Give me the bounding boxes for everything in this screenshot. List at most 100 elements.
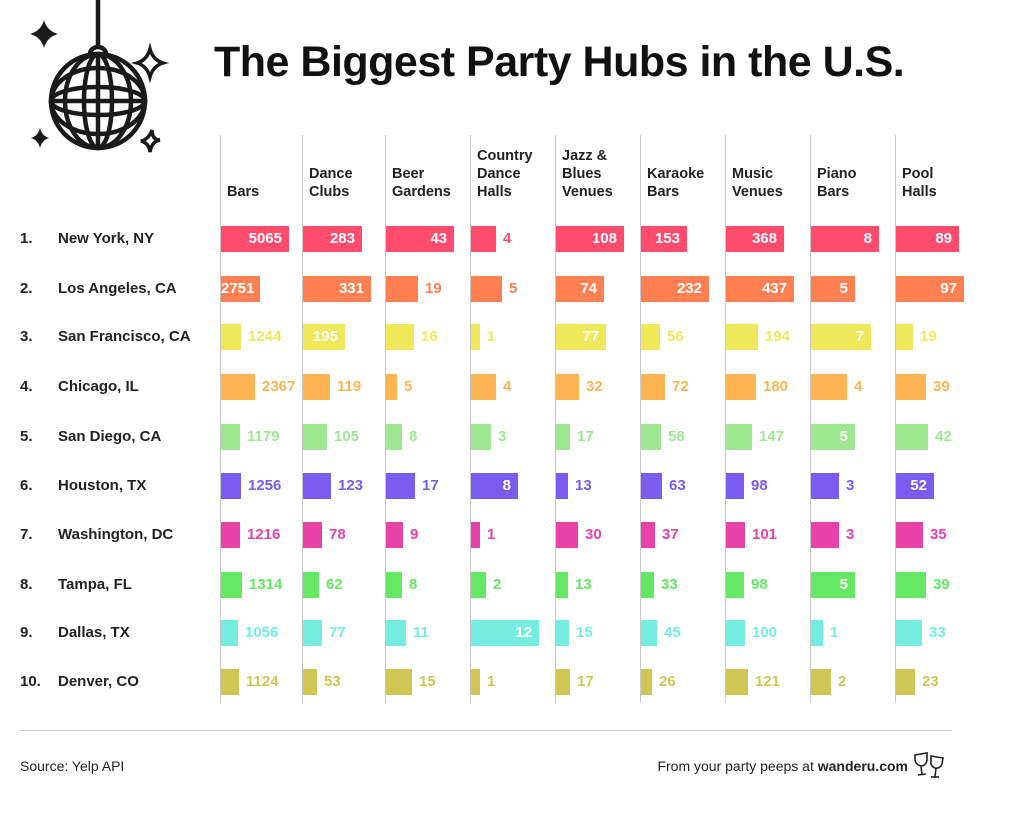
data-label: 1 bbox=[487, 526, 496, 543]
data-label: 1 bbox=[487, 673, 496, 690]
data-label: 194 bbox=[765, 328, 791, 345]
data-label: 147 bbox=[759, 428, 785, 445]
data-label: 13 bbox=[575, 477, 592, 494]
bar bbox=[811, 669, 831, 695]
data-label: 2 bbox=[493, 576, 502, 593]
bar bbox=[556, 522, 578, 548]
bar bbox=[556, 226, 624, 252]
bar bbox=[641, 276, 709, 302]
bar bbox=[641, 522, 655, 548]
bar bbox=[556, 620, 569, 646]
data-label: 74 bbox=[580, 280, 597, 297]
bar bbox=[471, 522, 480, 548]
data-label: 8 bbox=[409, 428, 418, 445]
data-label: 331 bbox=[338, 280, 364, 297]
column-header: Bars bbox=[227, 146, 307, 201]
bar bbox=[303, 620, 322, 646]
data-label: 77 bbox=[582, 328, 599, 345]
data-label: 39 bbox=[933, 576, 950, 593]
bar bbox=[811, 324, 871, 350]
rank: 3. bbox=[20, 328, 33, 345]
column-header-label: Bars bbox=[227, 184, 260, 200]
data-label: 3 bbox=[846, 477, 855, 494]
column-divider bbox=[555, 135, 556, 703]
data-label: 37 bbox=[662, 526, 679, 543]
credit-prefix: From your party peeps at bbox=[657, 758, 818, 774]
data-label: 32 bbox=[586, 378, 603, 395]
bar bbox=[556, 669, 570, 695]
data-label: 5 bbox=[509, 280, 518, 297]
data-label: 1 bbox=[830, 624, 839, 641]
bar bbox=[386, 669, 412, 695]
column-divider bbox=[895, 135, 896, 703]
bar bbox=[386, 522, 403, 548]
bar bbox=[556, 276, 604, 302]
data-label: 42 bbox=[935, 428, 952, 445]
data-label: 8 bbox=[502, 477, 511, 494]
bar bbox=[641, 572, 654, 598]
city-name: Los Angeles, CA bbox=[58, 280, 177, 297]
bar bbox=[471, 424, 491, 450]
bar bbox=[221, 374, 255, 400]
data-label: 58 bbox=[668, 428, 685, 445]
bar bbox=[811, 572, 855, 598]
data-label: 26 bbox=[659, 673, 676, 690]
bar bbox=[811, 226, 879, 252]
bar bbox=[386, 374, 397, 400]
bar bbox=[221, 620, 238, 646]
city-name: Dallas, TX bbox=[58, 624, 130, 641]
data-label: 3 bbox=[498, 428, 507, 445]
bar bbox=[811, 522, 839, 548]
bar bbox=[896, 226, 959, 252]
data-label: 17 bbox=[422, 477, 439, 494]
city-name: San Diego, CA bbox=[58, 428, 162, 445]
row-label: 10. Denver, CO bbox=[20, 669, 139, 695]
bar bbox=[556, 324, 606, 350]
data-label: 283 bbox=[329, 230, 355, 247]
data-label: 1256 bbox=[248, 477, 282, 494]
city-name: Chicago, IL bbox=[58, 378, 139, 395]
source-note: Source: Yelp API bbox=[20, 758, 125, 774]
column-header-label: Pool Halls bbox=[902, 166, 937, 200]
row-label: 3. San Francisco, CA bbox=[20, 324, 191, 350]
bar bbox=[303, 572, 319, 598]
data-label: 23 bbox=[922, 673, 939, 690]
data-label: 98 bbox=[751, 477, 768, 494]
row-label: 7. Washington, DC bbox=[20, 522, 173, 548]
bar bbox=[811, 276, 855, 302]
bar bbox=[386, 226, 454, 252]
column-divider bbox=[385, 135, 386, 703]
data-label: 1216 bbox=[247, 526, 281, 543]
data-label: 17 bbox=[577, 428, 594, 445]
chart-title: The Biggest Party Hubs in the U.S. bbox=[214, 38, 905, 86]
row-label: 2. Los Angeles, CA bbox=[20, 276, 177, 302]
column-header: Country Dance Halls bbox=[477, 146, 557, 201]
row-label: 1. New York, NY bbox=[20, 226, 154, 252]
column-header-label: Karaoke Bars bbox=[647, 166, 705, 200]
bar bbox=[471, 226, 496, 252]
data-label: 180 bbox=[763, 378, 789, 395]
bar bbox=[726, 473, 744, 499]
column-header-label: Country Dance Halls bbox=[477, 148, 533, 200]
bar bbox=[726, 669, 748, 695]
column-header: Dance Clubs bbox=[309, 146, 389, 201]
bar bbox=[641, 424, 661, 450]
bar bbox=[641, 620, 657, 646]
column-divider bbox=[640, 135, 641, 703]
data-label: 4 bbox=[854, 378, 863, 395]
bar bbox=[221, 572, 242, 598]
column-header-label: Jazz & Blues Venues bbox=[562, 148, 613, 200]
sparkle-icon bbox=[30, 20, 58, 148]
data-label: 7 bbox=[855, 328, 864, 345]
data-label: 56 bbox=[667, 328, 684, 345]
bar bbox=[221, 324, 241, 350]
data-label: 33 bbox=[661, 576, 678, 593]
data-label: 16 bbox=[421, 328, 438, 345]
bar bbox=[471, 276, 502, 302]
data-label: 1056 bbox=[245, 624, 279, 641]
bar bbox=[811, 374, 847, 400]
column-header-label: Beer Gardens bbox=[392, 166, 451, 200]
data-label: 43 bbox=[430, 230, 447, 247]
column-divider bbox=[220, 135, 221, 703]
data-label: 52 bbox=[910, 477, 927, 494]
